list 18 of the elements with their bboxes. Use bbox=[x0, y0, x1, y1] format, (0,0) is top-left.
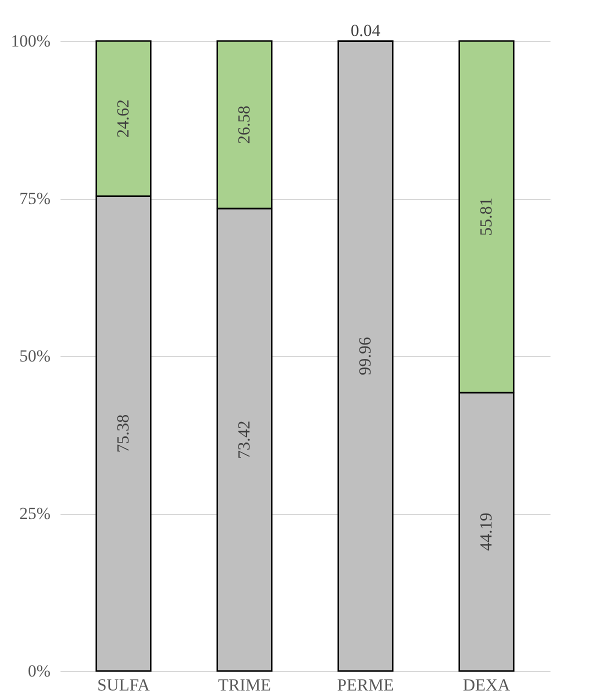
y-tick-label: 0% bbox=[28, 662, 50, 680]
data-label: 73.42 bbox=[234, 420, 254, 459]
x-tick-label: TRIME bbox=[218, 676, 271, 694]
bar bbox=[338, 40, 394, 672]
y-tick-label: 50% bbox=[19, 346, 50, 366]
data-label: 24.62 bbox=[114, 99, 133, 138]
x-tick-label: SULFA bbox=[97, 676, 151, 694]
data-label: 0.04 bbox=[350, 21, 381, 40]
y-tick-label: 25% bbox=[19, 504, 50, 523]
y-tick-label: 100% bbox=[10, 32, 50, 50]
x-tick-label: PERME bbox=[337, 676, 394, 694]
data-label: 75.38 bbox=[114, 414, 133, 453]
data-label: 99.96 bbox=[355, 337, 374, 376]
data-label: 55.81 bbox=[476, 198, 496, 236]
y-tick-label: 75% bbox=[19, 189, 50, 208]
x-tick-label: DEXA bbox=[462, 676, 511, 694]
data-label: 44.19 bbox=[476, 512, 496, 551]
data-label: 26.58 bbox=[234, 106, 254, 144]
